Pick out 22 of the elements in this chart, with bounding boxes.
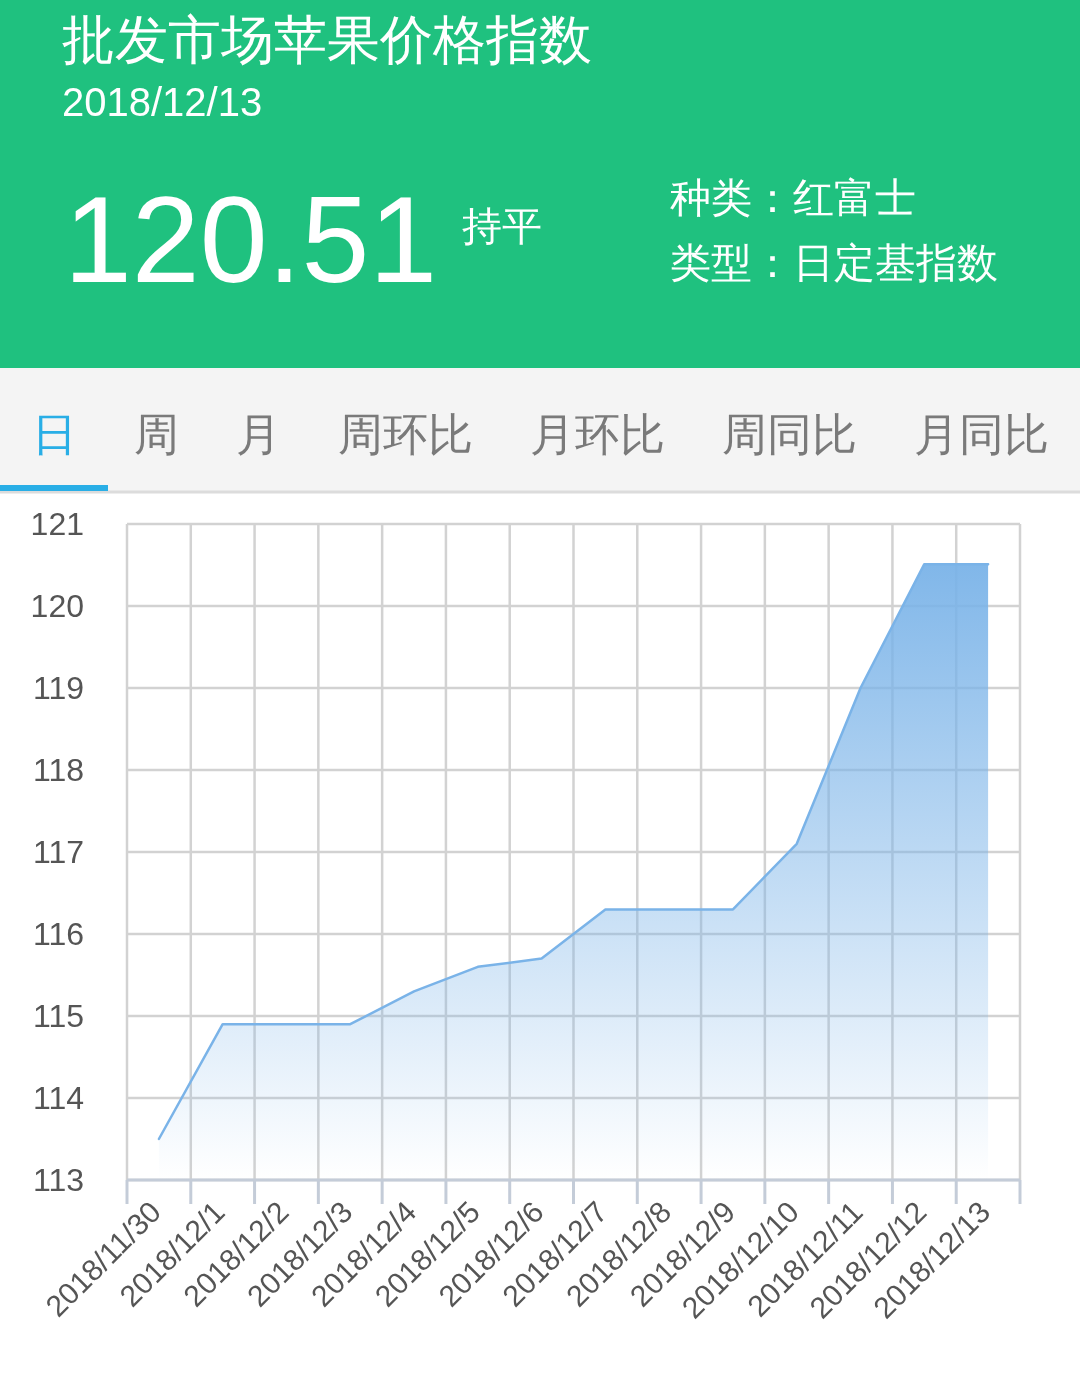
y-tick-label: 115 — [32, 998, 84, 1034]
text: 日 — [32, 409, 77, 460]
text: 种类：红富士 — [670, 175, 916, 221]
y-tick-label: 114 — [32, 1080, 84, 1116]
y-tick-label: 120 — [30, 588, 84, 624]
text: 周 — [134, 409, 179, 460]
chart-subtitle: 2018/12/13 — [62, 80, 263, 124]
text: 周同比 — [722, 409, 857, 460]
y-tick-label: 113 — [32, 1162, 84, 1198]
y-tick-label: 116 — [32, 916, 84, 952]
chart-title: 批发市场苹果价格指数 — [62, 10, 592, 69]
text: 类型：日定基指数 — [670, 240, 998, 286]
text: 持平 — [462, 204, 542, 248]
y-tick-label: 118 — [32, 752, 84, 788]
text: 月环比 — [530, 409, 665, 460]
text: 周环比 — [338, 409, 473, 460]
text: 120.51 — [64, 172, 438, 308]
text: 月同比 — [914, 409, 1049, 460]
text: 月 — [236, 409, 281, 460]
y-tick-label: 121 — [30, 506, 84, 542]
y-tick-label: 119 — [32, 670, 84, 706]
y-tick-label: 117 — [32, 834, 84, 870]
